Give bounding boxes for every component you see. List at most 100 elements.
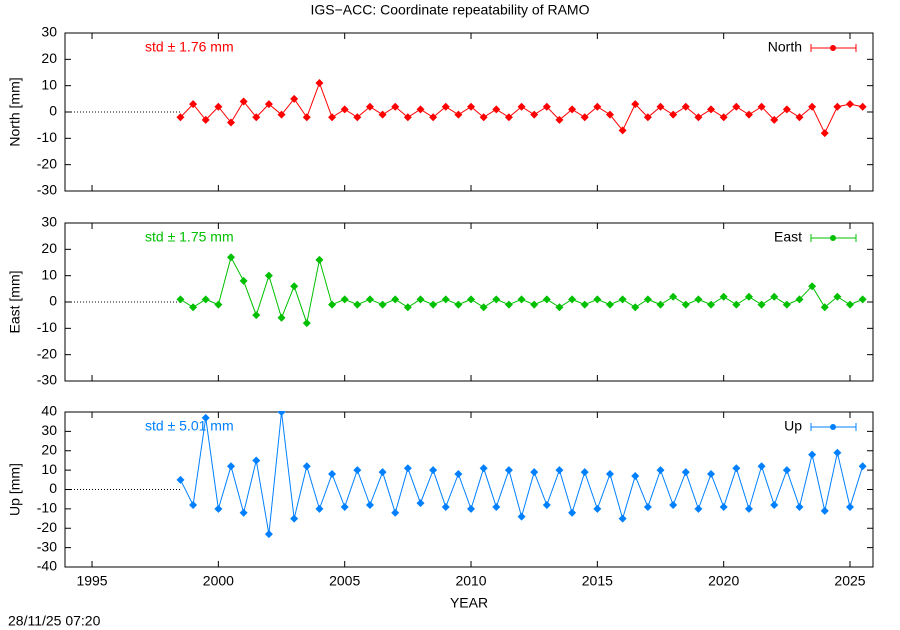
data-point	[744, 504, 753, 513]
data-point	[189, 100, 198, 109]
data-point	[542, 501, 551, 509]
data-point	[656, 466, 665, 475]
data-point	[492, 502, 501, 511]
data-point	[808, 282, 817, 291]
y-tick-label: 0	[49, 103, 57, 119]
data-point	[176, 295, 185, 304]
data-point	[277, 110, 286, 119]
data-point	[429, 113, 438, 122]
data-point	[694, 295, 703, 304]
data-point	[618, 126, 627, 135]
data-point	[719, 113, 728, 122]
data-point	[403, 113, 412, 122]
data-point	[504, 466, 513, 475]
data-point	[252, 456, 261, 465]
data-point	[744, 110, 753, 119]
data-point	[858, 102, 867, 111]
y-tick-label: 40	[41, 403, 57, 419]
data-point	[669, 501, 678, 509]
legend-label: Up	[784, 418, 802, 434]
data-point	[454, 470, 463, 478]
data-point	[454, 300, 463, 309]
data-point	[416, 499, 425, 508]
data-point	[757, 102, 766, 111]
legend-symbol	[830, 45, 836, 51]
legend-symbol	[830, 424, 836, 430]
data-point	[176, 113, 185, 122]
x-tick-label: 2025	[834, 573, 865, 589]
data-point	[340, 105, 349, 114]
data-point	[833, 448, 842, 457]
data-point	[846, 300, 855, 309]
data-point	[176, 475, 185, 484]
data-point	[833, 102, 842, 111]
y-tick-label: 20	[41, 441, 57, 457]
y-tick-label: 20	[41, 50, 57, 66]
data-point	[782, 466, 791, 475]
y-tick-label: -20	[37, 155, 57, 171]
plot-frame	[64, 32, 874, 192]
y-tick-label: -10	[37, 129, 57, 145]
series	[176, 411, 867, 539]
series	[176, 79, 867, 138]
data-point	[189, 303, 198, 312]
data-point	[605, 300, 614, 309]
data-point	[719, 502, 728, 511]
data-point	[201, 295, 210, 304]
data-point	[555, 466, 564, 475]
data-point	[656, 300, 665, 309]
data-point	[618, 514, 627, 523]
data-point	[365, 501, 374, 509]
data-point	[315, 504, 324, 513]
data-point	[808, 450, 817, 459]
plot-frame	[64, 411, 874, 568]
data-point	[568, 295, 577, 304]
data-point	[707, 470, 716, 478]
data-point	[290, 94, 299, 103]
data-point	[846, 100, 855, 109]
data-point	[542, 295, 551, 304]
data-point	[643, 295, 652, 304]
data-point	[681, 300, 690, 309]
data-point	[681, 102, 690, 111]
data-point	[365, 295, 374, 304]
annotation: std ± 5.01 mm	[145, 418, 234, 434]
data-point	[252, 113, 261, 122]
data-point	[643, 502, 652, 511]
y-tick-label: -10	[37, 500, 57, 516]
data-point	[517, 512, 526, 521]
data-point	[631, 471, 640, 480]
data-point	[290, 514, 299, 523]
data-point	[201, 115, 210, 124]
data-point	[858, 295, 867, 304]
y-tick-label: 30	[41, 24, 57, 40]
data-point	[226, 253, 235, 262]
data-point	[328, 300, 337, 309]
data-point	[770, 292, 779, 301]
data-point	[479, 464, 488, 473]
data-point	[441, 102, 450, 111]
data-point	[214, 504, 223, 513]
series	[176, 253, 867, 328]
data-point	[416, 105, 425, 114]
data-point	[833, 292, 842, 301]
data-point	[403, 464, 412, 473]
data-point	[719, 292, 728, 301]
data-point	[744, 292, 753, 301]
data-point	[631, 100, 640, 109]
legend-symbol	[830, 235, 836, 241]
x-tick-label: 2015	[582, 573, 613, 589]
data-point	[467, 504, 476, 513]
data-point	[820, 129, 829, 138]
data-point	[214, 102, 223, 111]
y-tick-label: -30	[37, 538, 57, 554]
data-point	[302, 319, 311, 328]
data-point	[441, 502, 450, 511]
data-point	[264, 271, 273, 280]
data-point	[277, 313, 286, 322]
y-axis-label: North [mm]	[7, 77, 23, 146]
data-point	[467, 102, 476, 111]
data-point	[530, 468, 539, 477]
y-tick-label: -20	[37, 345, 57, 361]
data-point	[593, 504, 602, 513]
